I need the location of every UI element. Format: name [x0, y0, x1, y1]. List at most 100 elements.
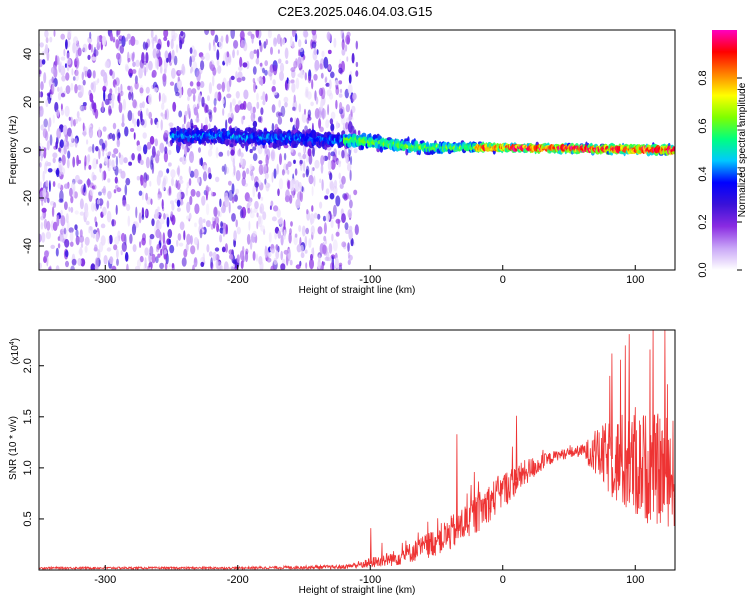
spectrogram-noise-cell	[73, 36, 79, 45]
spectrogram-noise-cell	[49, 36, 53, 43]
spectrogram-noise-cell	[260, 196, 264, 201]
spectrogram-noise-cell	[246, 234, 251, 245]
y-tick-label: 40	[22, 48, 34, 60]
spectrogram-noise-cell	[265, 38, 268, 46]
spectrogram-noise-cell	[92, 70, 96, 79]
spectrogram-noise-cell	[42, 170, 45, 182]
spectrogram-noise-cell	[293, 94, 296, 104]
spectrogram-noise-cell	[41, 212, 44, 219]
spectrogram-band-cell	[279, 130, 283, 134]
spectrogram-noise-cell	[72, 156, 76, 168]
spectrogram-noise-cell	[333, 179, 338, 189]
spectrogram-noise-cell	[74, 137, 78, 148]
spectrogram-noise-cell	[117, 86, 120, 93]
spectrogram-noise-cell	[87, 73, 91, 78]
spectrogram-noise-cell	[249, 170, 254, 177]
spectrogram-noise-cell	[47, 197, 50, 204]
spectrogram-noise-cell	[96, 159, 99, 165]
spectrogram-noise-cell	[193, 237, 199, 245]
spectrogram-noise-cell	[73, 191, 78, 199]
spectrogram-noise-cell	[264, 172, 269, 180]
spectrogram-noise-cell	[108, 108, 113, 115]
spectrogram-noise-cell	[176, 167, 180, 176]
spectrogram-noise-cell	[235, 219, 238, 228]
spectrogram-noise-cell	[285, 163, 289, 171]
spectrogram-noise-cell	[320, 87, 326, 100]
spectrogram-noise-cell	[39, 181, 43, 189]
spectrogram-noise-cell	[166, 40, 170, 48]
spectrogram-noise-cell	[311, 41, 317, 49]
x-tick-label: -300	[94, 574, 116, 586]
spectrogram-noise-cell	[265, 154, 269, 166]
spectrogram-noise-cell	[223, 163, 227, 176]
spectrogram-noise-cell	[145, 156, 150, 169]
spectrogram-noise-cell	[145, 174, 150, 181]
spectrogram-noise-cell	[340, 30, 344, 40]
spectrogram-noise-cell	[131, 112, 135, 124]
spectrogram-noise-cell	[68, 227, 74, 233]
spectrogram-noise-cell	[118, 168, 123, 174]
spectrogram-noise-cell	[287, 169, 290, 175]
snr-panel: -300 -200 -100 0 100 0.5 1.0 1.5 2.0 Height of …	[8, 329, 676, 596]
spectrogram-noise-cell	[41, 59, 46, 65]
spectrogram-noise-cell	[199, 228, 205, 233]
spectrogram-noise-cell	[341, 39, 345, 50]
spectrogram-noise-cell	[113, 244, 118, 251]
spectrogram-noise-cell	[216, 49, 220, 61]
spectrogram-noise-cell	[69, 231, 74, 242]
spectrogram-noise-cell	[115, 204, 118, 215]
spectrogram-noise-cell	[127, 110, 133, 122]
spectrogram-noise-cell	[299, 190, 303, 203]
spectrogram-noise-cell	[226, 150, 230, 157]
spectrogram-noise-cell	[136, 144, 142, 152]
x-tick-label: -200	[227, 574, 249, 586]
spectrogram-noise-cell	[159, 142, 165, 154]
spectrogram-noise-cell	[206, 244, 210, 253]
spectrogram-noise-cell	[267, 252, 272, 258]
spectrogram-noise-cell	[221, 165, 225, 172]
spectrogram-noise-cell	[278, 99, 281, 108]
spectrogram-noise-cell	[304, 108, 306, 115]
spectrogram-noise-cell	[293, 60, 297, 68]
spectrogram-noise-cell	[63, 227, 67, 235]
spectrogram-noise-cell	[283, 219, 286, 230]
spectrogram-noise-cell	[241, 177, 246, 187]
spectrogram-noise-cell	[168, 263, 171, 268]
spectrogram-noise-cell	[338, 172, 341, 180]
spectrogram-noise-cell	[304, 35, 307, 44]
spectrogram-noise-cell	[218, 151, 224, 157]
spectrogram-noise-cell	[226, 51, 230, 58]
spectrogram-noise-cell	[77, 47, 82, 57]
spectrogram-noise-cell	[271, 216, 277, 222]
spectrogram-noise-cell	[173, 32, 178, 38]
spectrogram-noise-cell	[91, 99, 95, 110]
spectrogram-noise-cell	[268, 232, 272, 243]
colorbar-ticks: 0.0 0.2 0.4 0.6 0.8	[697, 70, 742, 278]
spectrogram-noise-cell	[63, 144, 67, 155]
spectrogram-noise-cell	[139, 102, 143, 109]
spectrogram-noise-cell	[138, 190, 143, 196]
spectrogram-noise-cell	[289, 259, 293, 266]
spectrogram-noise-cell	[138, 67, 143, 79]
spectrogram-noise-cell	[175, 91, 180, 97]
spectrogram-noise-cell	[163, 213, 166, 220]
figure-title: C2E3.2025.046.04.03.G15	[278, 4, 433, 19]
spectrogram-noise-cell	[262, 67, 265, 74]
spectrogram-noise-cell	[139, 84, 144, 97]
spectrogram-noise-cell	[283, 96, 289, 103]
spectrogram-noise-cell	[210, 190, 213, 197]
spectrogram-band-cell	[360, 144, 364, 150]
spectrogram-noise-cell	[102, 150, 105, 157]
snr-y-ticks: 0.5 1.0 1.5 2.0	[22, 358, 44, 527]
spectrogram-noise-cell	[289, 117, 293, 123]
spectrogram-noise-cell	[145, 86, 150, 94]
spectrogram-noise-cell	[40, 124, 45, 131]
spectrogram-noise-cell	[75, 118, 79, 124]
spectrogram-band-cell	[177, 142, 182, 147]
spectrogram-noise-cell	[205, 220, 211, 228]
spectrogram-noise-cell	[96, 199, 101, 205]
spectrogram-noise-cell	[313, 212, 318, 219]
y-tick-label: -40	[22, 238, 34, 254]
spectrogram-noise-cell	[79, 246, 83, 257]
spectrogram-noise-cell	[39, 233, 42, 243]
